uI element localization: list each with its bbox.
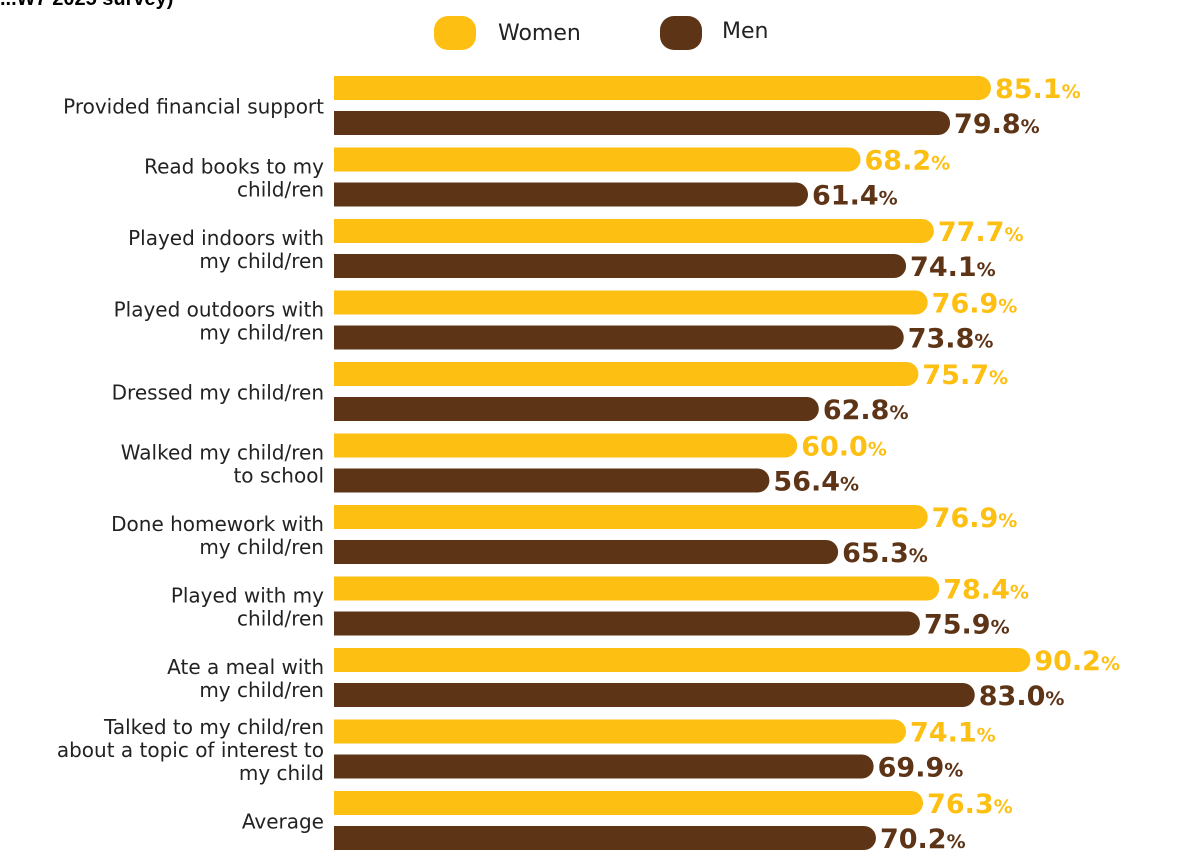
data-label-women: 74.1% — [910, 718, 996, 749]
bar-women — [334, 648, 1031, 672]
bar-women — [334, 362, 919, 386]
category-label: Done homework with my child/ren — [111, 512, 324, 559]
bar-men — [334, 754, 874, 779]
bar-group-talked-to-my-child-ren-about-a-topic-of-interest-to-my-child: Talked to my child/ren about a topic of i… — [57, 715, 996, 785]
category-label: Played with my child/ren — [171, 584, 324, 631]
chart-title: ...W7 2025 survey) — [0, 0, 173, 11]
legend-label-women: Women — [498, 21, 581, 46]
bar-men — [334, 683, 975, 707]
bar-men — [334, 254, 907, 278]
data-label-men: 65.3% — [842, 538, 928, 569]
data-label-men: 61.4% — [812, 181, 898, 212]
bar-women — [334, 290, 928, 315]
legend-item-women: Women — [434, 16, 581, 50]
bar-group-ate-a-meal-with-my-child-ren: Ate a meal with my child/ren 90.2% 83.0% — [167, 646, 1120, 712]
bar-group-played-indoors-with-my-child-ren: Played indoors with my child/ren 77.7% 74.1… — [128, 217, 1023, 283]
data-label-women: 76.9% — [932, 289, 1018, 320]
legend-swatch-men — [660, 16, 702, 50]
bar-women — [334, 505, 928, 529]
bar-group-walked-my-child-ren-to-school: Walked my child/ren to school 60.0% 56.4% — [121, 432, 887, 498]
data-label-women: 75.7% — [922, 360, 1008, 391]
bar-men — [334, 397, 819, 422]
legend-label-men: Men — [722, 19, 768, 44]
category-label: Ate a meal with my child/ren — [167, 655, 324, 702]
data-label-men: 70.2% — [880, 824, 966, 855]
data-label-women: 77.7% — [938, 217, 1024, 248]
bar-men — [334, 611, 920, 636]
bar-group-read-books-to-my-child-ren: Read books to my child/ren 68.2% 61.4% — [144, 146, 950, 212]
bar-women — [334, 791, 924, 815]
data-label-men: 79.8% — [954, 109, 1040, 140]
legend-swatch-women — [434, 16, 476, 50]
bar-group-average: Average 76.3% 70.2% — [242, 789, 1013, 855]
category-label: Read books to my child/ren — [144, 155, 324, 202]
bar-group-dressed-my-child-ren: Dressed my child/ren 75.7% 62.8% — [112, 360, 1008, 426]
category-label: Played outdoors with my child/ren — [114, 298, 324, 345]
bar-women — [334, 433, 798, 458]
data-label-women: 90.2% — [1034, 646, 1120, 677]
data-label-men: 83.0% — [979, 681, 1065, 712]
bar-women — [334, 576, 940, 601]
category-label: Dressed my child/ren — [112, 381, 324, 405]
category-label: Played indoors with my child/ren — [128, 226, 324, 273]
bar-men — [334, 325, 904, 350]
data-label-women: 68.2% — [865, 146, 951, 177]
bar-men — [334, 182, 809, 207]
bar-men — [334, 468, 770, 493]
bar-women — [334, 219, 934, 243]
bar-women — [334, 76, 991, 100]
bar-group-played-outdoors-with-my-child-ren: Played outdoors with my child/ren 76.9% 73.… — [114, 289, 1018, 355]
data-label-women: 60.0% — [801, 432, 887, 463]
bar-women — [334, 147, 861, 172]
data-label-men: 75.9% — [924, 610, 1010, 641]
bar-group-done-homework-with-my-child-ren: Done homework with my child/ren 76.9%65.3% — [111, 503, 1017, 569]
data-label-women: 85.1% — [995, 74, 1081, 105]
category-label: Provided financial support — [63, 95, 324, 119]
bar-men — [334, 826, 876, 850]
bar-men — [334, 111, 951, 135]
data-label-women: 76.9% — [932, 503, 1018, 534]
category-label: Average — [242, 810, 324, 834]
legend-item-men: Men — [660, 16, 768, 50]
data-label-men: 73.8% — [908, 324, 994, 355]
data-label-women: 78.4% — [943, 575, 1029, 606]
data-label-men: 56.4% — [773, 467, 859, 498]
bar-women — [334, 719, 907, 744]
bar-men — [334, 540, 839, 564]
bar-group-played-with-my-child-ren: Played with my child/ren 78.4% 75.9% — [171, 575, 1029, 641]
bar-group-provided-financial-support: Provided financial support 85.1% 79.8% — [63, 74, 1081, 140]
data-label-men: 62.8% — [823, 395, 909, 426]
category-label: Talked to my child/ren about a topic of i… — [57, 715, 324, 785]
data-label-men: 69.9% — [878, 753, 964, 784]
data-label-women: 76.3% — [927, 789, 1013, 820]
data-label-men: 74.1% — [910, 252, 996, 283]
category-label: Walked my child/ren to school — [121, 441, 324, 488]
